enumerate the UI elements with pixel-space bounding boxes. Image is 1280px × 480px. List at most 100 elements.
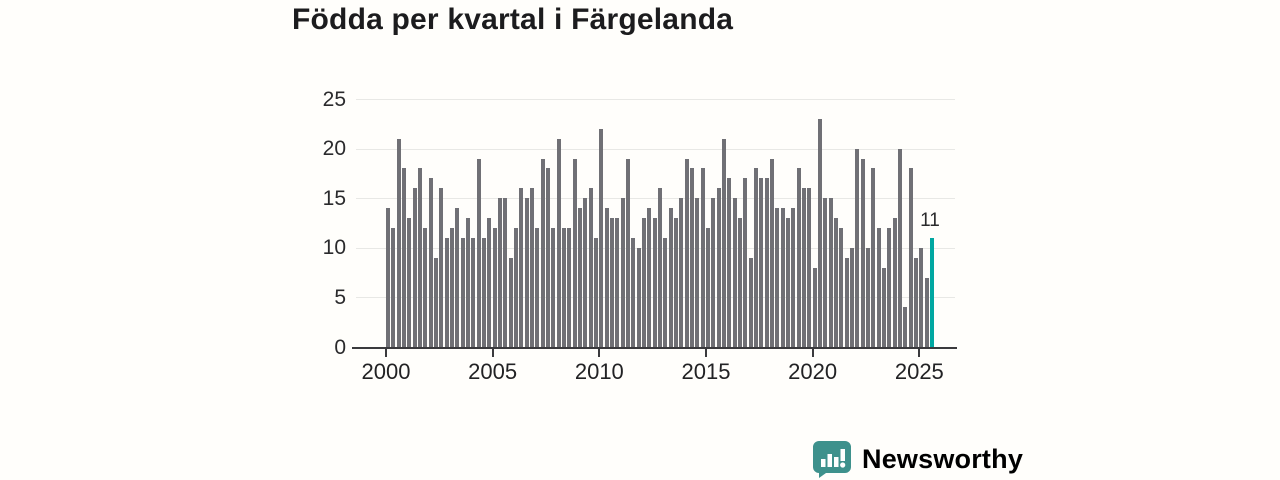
quarter-bar xyxy=(455,208,460,347)
quarter-bar xyxy=(796,168,801,347)
quarter-bar xyxy=(503,198,508,347)
x-tick-2020 xyxy=(811,349,814,357)
quarter-bar xyxy=(577,208,582,347)
x-tick-label-2005: 2005 xyxy=(468,359,518,384)
quarter-bar xyxy=(625,158,630,347)
quarter-bar xyxy=(689,168,694,347)
quarter-bar xyxy=(871,168,876,347)
quarter-bar xyxy=(433,257,438,347)
y-tick-label-10: 10 xyxy=(322,236,346,260)
quarter-bar xyxy=(812,267,817,347)
quarter-bar xyxy=(423,227,428,347)
quarter-bar xyxy=(855,148,860,347)
quarter-bar xyxy=(887,227,892,347)
x-tick-label-2015: 2015 xyxy=(681,359,731,384)
highlighted-latest-quarter-bar xyxy=(929,237,934,347)
quarter-bar xyxy=(529,188,534,347)
x-tick-label-2025: 2025 xyxy=(894,359,944,384)
quarter-bar xyxy=(924,277,929,347)
quarter-bar xyxy=(769,158,774,347)
y-tick-label-5: 5 xyxy=(334,285,346,309)
newsworthy-logo-icon xyxy=(812,440,852,478)
quarter-bar xyxy=(545,168,550,347)
quarter-bar xyxy=(764,178,769,347)
quarter-bar xyxy=(828,198,833,347)
quarter-bar xyxy=(481,237,486,347)
quarter-bar xyxy=(513,227,518,347)
quarter-bar xyxy=(727,178,732,347)
brand-footer: Newsworthy xyxy=(812,440,1023,478)
quarter-bar xyxy=(823,198,828,347)
quarter-bar xyxy=(476,158,481,347)
x-tick-2025 xyxy=(918,349,921,357)
quarter-bar xyxy=(839,227,844,347)
quarter-bar xyxy=(615,218,620,347)
quarter-bar xyxy=(417,168,422,347)
quarter-bar xyxy=(716,188,721,347)
quarter-bar xyxy=(391,227,396,347)
gridline-25 xyxy=(356,99,955,100)
quarter-bar xyxy=(844,257,849,347)
x-tick-label-2010: 2010 xyxy=(574,359,624,384)
quarter-bar xyxy=(897,148,902,347)
y-tick-label-0: 0 xyxy=(334,335,346,359)
quarter-bar xyxy=(444,237,449,347)
quarter-bar xyxy=(903,307,908,347)
quarter-bar xyxy=(849,247,854,347)
quarter-bar xyxy=(759,178,764,347)
quarter-bar xyxy=(428,178,433,347)
quarter-bar xyxy=(711,198,716,347)
quarter-bar xyxy=(412,188,417,347)
quarter-bar xyxy=(636,247,641,347)
quarter-bar xyxy=(460,237,465,347)
x-tick-2005 xyxy=(491,349,494,357)
quarter-bar xyxy=(780,208,785,347)
quarter-bar xyxy=(524,198,529,347)
gridline-15 xyxy=(356,198,955,200)
chart-title: Födda per kvartal i Färgelanda xyxy=(292,3,734,36)
quarter-bar xyxy=(737,218,742,347)
x-tick-label-2000: 2000 xyxy=(361,359,411,384)
quarter-bar xyxy=(791,208,796,347)
quarter-bar xyxy=(535,227,540,347)
quarter-bar xyxy=(775,208,780,347)
quarter-bar xyxy=(561,227,566,347)
quarter-bar xyxy=(449,227,454,347)
brand-name: Newsworthy xyxy=(862,443,1024,474)
quarter-bar xyxy=(732,198,737,347)
quarter-bar xyxy=(641,218,646,347)
quarter-bar xyxy=(892,218,897,347)
y-tick-label-20: 20 xyxy=(322,137,346,161)
quarter-bar xyxy=(492,227,497,347)
quarter-bar xyxy=(705,227,710,347)
quarter-bar xyxy=(673,218,678,347)
quarter-bar xyxy=(785,218,790,347)
quarter-bar xyxy=(556,138,561,347)
quarter-bar xyxy=(599,128,604,347)
quarter-bar xyxy=(551,227,556,347)
x-tick-2015 xyxy=(704,349,707,357)
quarter-bar xyxy=(620,198,625,347)
quarter-bar xyxy=(540,158,545,347)
quarter-bar xyxy=(572,158,577,347)
quarter-bar xyxy=(519,188,524,347)
quarter-bar xyxy=(386,208,390,347)
quarter-bar xyxy=(396,138,401,347)
quarter-bar xyxy=(684,158,689,347)
quarter-bar xyxy=(801,188,806,347)
y-tick-label-15: 15 xyxy=(322,186,346,210)
quarter-bar xyxy=(817,118,822,347)
quarter-bar xyxy=(748,257,753,347)
quarter-bar xyxy=(700,168,705,347)
quarter-bar xyxy=(833,218,838,347)
quarter-bar xyxy=(695,198,700,347)
quarter-bar xyxy=(679,198,684,347)
quarter-bar xyxy=(657,188,662,347)
quarter-bar xyxy=(663,237,668,347)
quarter-bar xyxy=(609,218,614,347)
last-value-label: 11 xyxy=(920,209,940,231)
x-tick-2000 xyxy=(385,349,387,357)
quarter-bar xyxy=(721,138,726,347)
